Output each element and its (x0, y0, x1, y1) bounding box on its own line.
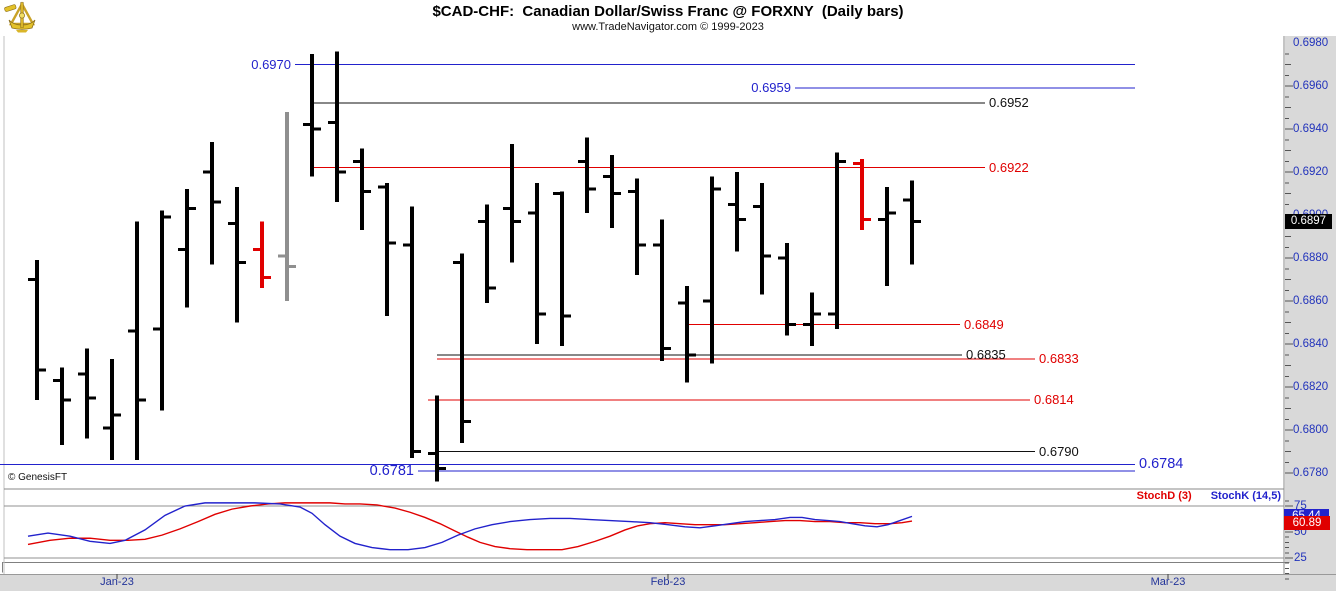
price-axis-label: 0.6920 (1293, 165, 1329, 178)
level-label-0-6833[interactable]: 0.6833 (1039, 351, 1079, 367)
price-axis-label: 0.6960 (1293, 79, 1329, 92)
last-price-badge: 0.6897 (1285, 214, 1332, 229)
price-axis-label: 0.6820 (1293, 380, 1329, 393)
price-axis-label: 0.6940 (1293, 122, 1329, 135)
level-label-0-6835[interactable]: 0.6835 (966, 346, 1006, 362)
stochd-legend-label[interactable]: StochD (3) (1136, 490, 1192, 502)
level-label-0-6781[interactable]: 0.6781 (369, 462, 414, 479)
date-ticks (116, 574, 1169, 579)
stoch-axis-label: 25 (1294, 551, 1307, 564)
genesisft-copyright: © GenesisFT (8, 472, 68, 483)
level-label-0-6970[interactable]: 0.6970 (251, 56, 291, 72)
price-axis[interactable] (1285, 36, 1336, 591)
date-label-jan-23: Jan-23 (100, 576, 134, 588)
level-label-0-6784[interactable]: 0.6784 (1139, 456, 1184, 473)
date-label-feb-23: Feb-23 (650, 576, 686, 588)
chart-watermark: www.TradeNavigator.com © 1999-2023 (572, 21, 764, 33)
price-axis-label: 0.6980 (1293, 36, 1329, 49)
level-label-0-6814[interactable]: 0.6814 (1034, 391, 1074, 407)
stochk-legend-label[interactable]: StochK (14,5) (1210, 490, 1281, 502)
price-axis-label: 0.6860 (1293, 294, 1329, 307)
price-levels (0, 64, 1135, 472)
stoch-axis-label: 75 (1294, 499, 1307, 512)
panel-borders (3, 36, 1285, 574)
level-label-0-6922[interactable]: 0.6922 (989, 159, 1029, 175)
ohlc-bars (28, 51, 921, 482)
chart-title: $CAD-CHF: Canadian Dollar/Swiss Franc @ … (432, 3, 904, 20)
chart-scrollbar[interactable] (2, 562, 1290, 573)
date-label-mar-23: Mar-23 (1150, 576, 1186, 588)
level-label-0-6952[interactable]: 0.6952 (989, 95, 1029, 111)
price-axis-label: 0.6800 (1293, 423, 1329, 436)
price-axis-ticks (1285, 53, 1293, 474)
price-axis-label: 0.6840 (1293, 337, 1329, 350)
level-label-0-6790[interactable]: 0.6790 (1039, 443, 1079, 459)
level-label-0-6959[interactable]: 0.6959 (751, 80, 791, 96)
genesis-logo-icon (2, 1, 42, 33)
price-axis-label: 0.6880 (1293, 251, 1329, 264)
stoch-panel (4, 500, 1293, 580)
stoch-legend: StochD (3) StochK (14,5) (1137, 490, 1281, 502)
level-label-0-6849[interactable]: 0.6849 (964, 316, 1004, 332)
price-axis-label: 0.6780 (1293, 466, 1329, 479)
stochd-value-badge: 60.89 (1284, 516, 1330, 530)
